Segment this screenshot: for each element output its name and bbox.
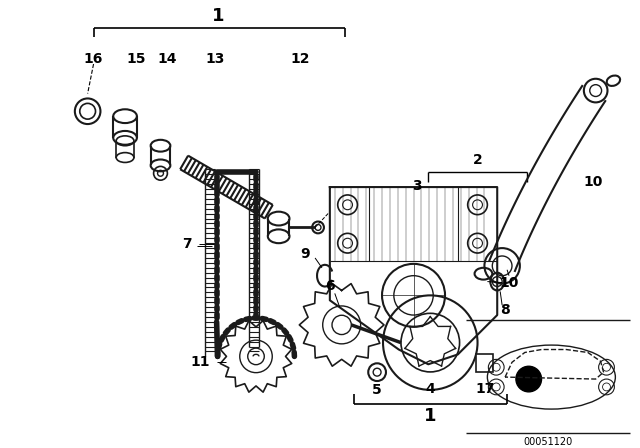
Text: 11: 11	[190, 355, 210, 369]
Text: 1: 1	[424, 408, 436, 426]
Text: 6: 6	[325, 279, 335, 293]
Text: 12: 12	[291, 52, 310, 66]
Circle shape	[516, 366, 541, 392]
Text: 3: 3	[412, 179, 421, 193]
Text: 8: 8	[500, 303, 510, 317]
Text: 2: 2	[473, 154, 483, 168]
Text: 9: 9	[300, 247, 310, 261]
Text: 4: 4	[426, 382, 435, 396]
FancyBboxPatch shape	[476, 354, 493, 372]
Text: 1: 1	[212, 7, 225, 25]
Text: 17: 17	[476, 382, 495, 396]
Text: 16: 16	[84, 52, 103, 66]
Text: 10: 10	[583, 175, 602, 189]
Text: 7: 7	[182, 237, 192, 251]
Text: 13: 13	[205, 52, 225, 66]
Text: 15: 15	[126, 52, 146, 66]
Text: 14: 14	[157, 52, 177, 66]
Text: 00051120: 00051120	[524, 437, 573, 447]
Text: 10: 10	[499, 276, 519, 289]
Text: 5: 5	[372, 383, 382, 397]
